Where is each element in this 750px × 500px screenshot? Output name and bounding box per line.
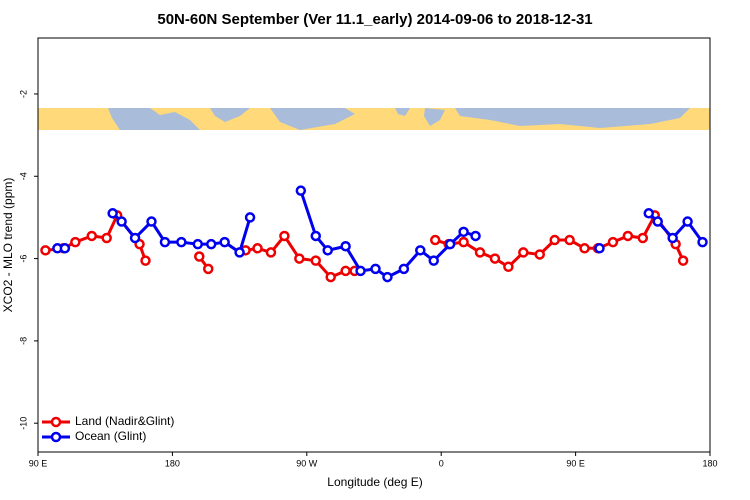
data-point bbox=[340, 265, 351, 277]
data-point bbox=[294, 253, 305, 264]
data-point bbox=[295, 185, 307, 196]
data-point bbox=[503, 261, 514, 273]
data-point bbox=[682, 216, 693, 227]
data-point bbox=[382, 271, 393, 283]
data-point bbox=[202, 263, 214, 275]
data-point bbox=[444, 238, 456, 250]
data-point bbox=[194, 251, 205, 262]
data-point bbox=[159, 236, 171, 248]
data-point bbox=[310, 255, 322, 266]
data-point bbox=[279, 230, 290, 242]
data-point bbox=[470, 230, 481, 242]
x-tick-label: 0 bbox=[439, 458, 444, 468]
y-axis-label: XCO2 - MLO trend (ppm) bbox=[1, 178, 15, 313]
data-point bbox=[140, 255, 151, 266]
data-point bbox=[697, 236, 708, 248]
data-point bbox=[59, 243, 71, 254]
y-tick-label: -8 bbox=[18, 337, 28, 345]
x-tick-label: 180 bbox=[702, 458, 717, 468]
data-point bbox=[107, 208, 118, 219]
data-point bbox=[340, 240, 351, 252]
data-point bbox=[310, 230, 322, 242]
data-point bbox=[205, 238, 217, 250]
data-point bbox=[322, 245, 333, 256]
legend-label: Ocean (Glint) bbox=[75, 429, 146, 443]
data-point bbox=[428, 255, 439, 266]
data-point bbox=[607, 236, 619, 248]
y-tick-label: -2 bbox=[18, 90, 28, 98]
y-tick-label: -6 bbox=[18, 255, 28, 263]
data-point bbox=[549, 234, 560, 246]
x-tick-label: 90 E bbox=[566, 458, 585, 468]
y-tick-label: -10 bbox=[18, 417, 28, 430]
data-point bbox=[265, 247, 277, 258]
chart-title: 50N-60N September (Ver 11.1_early) 2014-… bbox=[157, 11, 592, 28]
legend-marker bbox=[50, 431, 62, 443]
data-point bbox=[244, 212, 256, 223]
data-point bbox=[677, 255, 689, 266]
y-tick-label: -4 bbox=[18, 172, 28, 180]
data-point bbox=[458, 226, 469, 238]
data-point bbox=[415, 245, 426, 256]
x-tick-label: 90 E bbox=[29, 458, 48, 468]
data-point bbox=[489, 253, 501, 264]
data-point bbox=[252, 243, 263, 254]
data-point bbox=[398, 263, 410, 275]
data-point bbox=[101, 232, 112, 244]
data-point bbox=[234, 247, 245, 258]
data-point bbox=[518, 247, 529, 258]
data-point bbox=[622, 230, 634, 242]
x-tick-label: 90 W bbox=[296, 458, 318, 468]
data-point bbox=[474, 247, 486, 258]
data-point bbox=[534, 249, 546, 260]
data-point bbox=[146, 216, 157, 227]
data-point bbox=[355, 265, 366, 277]
map-band bbox=[38, 108, 710, 130]
data-point bbox=[129, 232, 141, 244]
data-point bbox=[86, 230, 98, 242]
legend-label: Land (Nadir&Glint) bbox=[75, 414, 174, 428]
data-point bbox=[564, 234, 575, 246]
plot-frame bbox=[37, 37, 711, 453]
data-point bbox=[643, 208, 655, 219]
data-point bbox=[579, 243, 590, 254]
data-point bbox=[325, 271, 336, 283]
data-point bbox=[652, 216, 663, 227]
data-point bbox=[429, 234, 441, 246]
data-point bbox=[176, 236, 187, 248]
x-tick-label: 180 bbox=[165, 458, 180, 468]
x-axis-label: Longitude (deg E) bbox=[327, 475, 422, 489]
data-point bbox=[370, 263, 381, 275]
data-point bbox=[458, 236, 469, 248]
data-point bbox=[192, 238, 204, 250]
data-point bbox=[594, 243, 605, 254]
series-line bbox=[299, 190, 477, 279]
legend-marker bbox=[50, 416, 62, 428]
data-point bbox=[116, 216, 127, 227]
data-point bbox=[40, 245, 51, 256]
data-point bbox=[219, 236, 230, 248]
data-point bbox=[70, 236, 81, 248]
data-point bbox=[667, 232, 678, 244]
data-point bbox=[637, 232, 649, 244]
